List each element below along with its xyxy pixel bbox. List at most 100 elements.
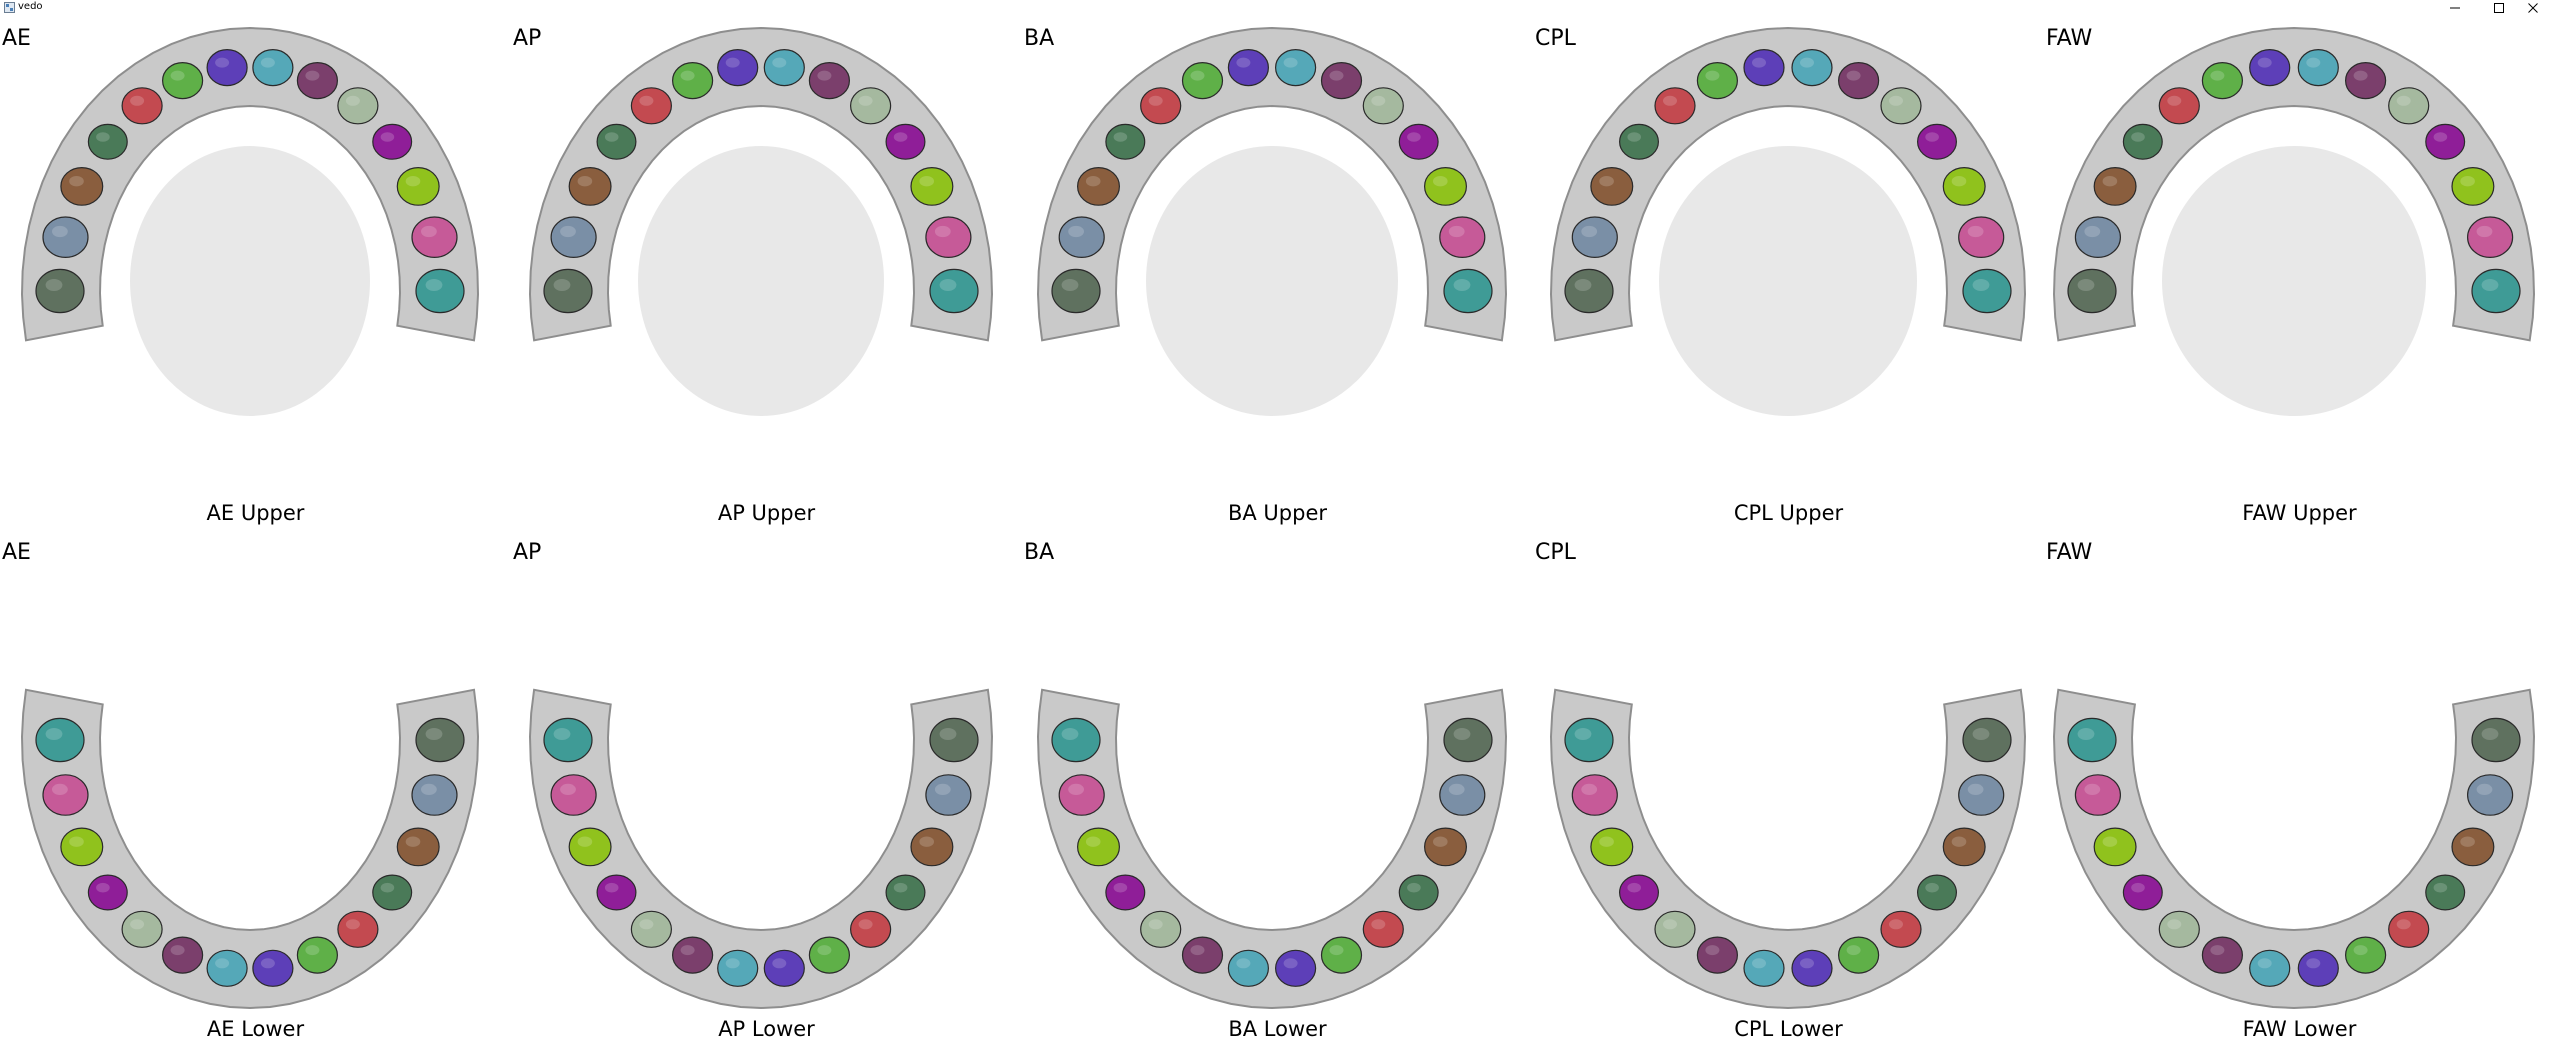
tooth-segment[interactable] <box>1140 87 1182 125</box>
tooth-segment[interactable] <box>2425 874 2466 911</box>
tooth-segment[interactable] <box>206 48 248 87</box>
tooth-segment[interactable] <box>2074 774 2122 816</box>
tooth-segment[interactable] <box>2388 910 2430 948</box>
tooth-segment[interactable] <box>1227 949 1269 987</box>
tooth-segment[interactable] <box>60 166 104 206</box>
tooth-segment[interactable] <box>1076 827 1120 867</box>
tooth-segment[interactable] <box>1590 827 1634 867</box>
tooth-segment[interactable] <box>2093 166 2137 206</box>
panel-cpl-lower[interactable]: CPL CPL Lower <box>1533 530 2044 1044</box>
render-viewport[interactable]: AE AE Upper AP AP Upper BA BA Upper CPL … <box>0 16 2555 1045</box>
tooth-segment[interactable] <box>2297 48 2339 87</box>
tooth-segment[interactable] <box>850 910 892 948</box>
tooth-segment[interactable] <box>672 61 714 100</box>
tooth-segment[interactable] <box>2297 949 2339 987</box>
tooth-segment[interactable] <box>2451 827 2495 867</box>
tooth-segment[interactable] <box>1181 61 1224 100</box>
tooth-segment[interactable] <box>1838 936 1880 974</box>
tooth-segment[interactable] <box>2388 87 2430 125</box>
tooth-segment[interactable] <box>35 717 85 763</box>
tooth-segment[interactable] <box>415 717 465 763</box>
tooth-segment[interactable] <box>596 874 637 911</box>
tooth-segment[interactable] <box>1791 949 1833 987</box>
panel-ba-upper[interactable]: BA BA Upper <box>1022 16 1533 530</box>
tooth-segment[interactable] <box>1105 123 1146 160</box>
tooth-segment[interactable] <box>630 910 672 948</box>
tooth-segment[interactable] <box>910 166 954 206</box>
tooth-segment[interactable] <box>1439 216 1486 259</box>
tooth-segment[interactable] <box>42 216 89 259</box>
tooth-segment[interactable] <box>596 123 637 160</box>
panel-faw-upper[interactable]: FAW FAW Upper <box>2044 16 2555 530</box>
tooth-segment[interactable] <box>850 87 892 125</box>
tooth-segment[interactable] <box>1696 936 1738 974</box>
tooth-segment[interactable] <box>2345 61 2387 100</box>
minimize-button[interactable] <box>2433 0 2477 16</box>
tooth-segment[interactable] <box>415 268 465 314</box>
dental-arch-model[interactable] <box>511 16 1022 506</box>
tooth-segment[interactable] <box>1275 949 1317 987</box>
tooth-segment[interactable] <box>2074 216 2122 259</box>
tooth-segment[interactable] <box>1654 910 1696 948</box>
close-button[interactable] <box>2511 0 2555 16</box>
tooth-segment[interactable] <box>372 123 413 160</box>
tooth-segment[interactable] <box>1227 48 1269 87</box>
tooth-segment[interactable] <box>411 216 458 259</box>
tooth-segment[interactable] <box>162 936 204 974</box>
tooth-segment[interactable] <box>1571 774 1618 816</box>
tooth-segment[interactable] <box>1051 268 1101 314</box>
dental-arch-model[interactable] <box>1533 16 2044 506</box>
tooth-segment[interactable] <box>296 61 338 100</box>
dental-arch-model[interactable] <box>0 530 511 1020</box>
tooth-segment[interactable] <box>1058 216 1105 259</box>
tooth-segment[interactable] <box>252 949 294 987</box>
tooth-segment[interactable] <box>60 827 104 867</box>
tooth-segment[interactable] <box>1880 910 1922 948</box>
tooth-segment[interactable] <box>1105 874 1146 911</box>
panel-faw-lower[interactable]: FAW FAW Lower <box>2044 530 2555 1044</box>
tooth-segment[interactable] <box>925 216 972 259</box>
tooth-segment[interactable] <box>2471 717 2521 763</box>
dental-arch-model[interactable] <box>2044 16 2555 506</box>
tooth-segment[interactable] <box>1362 87 1404 125</box>
dental-arch-model[interactable] <box>2044 530 2555 1020</box>
tooth-segment[interactable] <box>763 949 805 987</box>
tooth-segment[interactable] <box>396 166 440 206</box>
dental-arch-model[interactable] <box>0 16 511 506</box>
tooth-segment[interactable] <box>2067 268 2117 314</box>
tooth-segment[interactable] <box>35 268 85 314</box>
tooth-segment[interactable] <box>925 774 972 816</box>
tooth-segment[interactable] <box>2122 123 2163 160</box>
tooth-segment[interactable] <box>2345 936 2387 974</box>
tooth-segment[interactable] <box>1618 123 1659 160</box>
tooth-segment[interactable] <box>550 774 597 816</box>
tooth-segment[interactable] <box>1564 717 1614 763</box>
tooth-segment[interactable] <box>1791 48 1833 87</box>
tooth-segment[interactable] <box>1275 48 1317 87</box>
panel-ba-lower[interactable]: BA BA Lower <box>1022 530 1533 1044</box>
tooth-segment[interactable] <box>1051 717 1101 763</box>
dental-arch-model[interactable] <box>1533 530 2044 1020</box>
tooth-segment[interactable] <box>396 827 440 867</box>
tooth-segment[interactable] <box>1181 936 1224 974</box>
tooth-segment[interactable] <box>42 774 89 816</box>
tooth-segment[interactable] <box>2158 87 2200 125</box>
tooth-segment[interactable] <box>337 87 379 125</box>
tooth-segment[interactable] <box>1564 268 1614 314</box>
tooth-segment[interactable] <box>910 827 954 867</box>
tooth-segment[interactable] <box>1424 827 1468 867</box>
tooth-segment[interactable] <box>2425 123 2466 160</box>
tooth-segment[interactable] <box>1962 268 2012 314</box>
tooth-segment[interactable] <box>1571 216 1618 259</box>
panel-ae-lower[interactable]: AE AE Lower <box>0 530 511 1044</box>
tooth-segment[interactable] <box>1958 216 2005 259</box>
tooth-segment[interactable] <box>672 936 714 974</box>
tooth-segment[interactable] <box>568 166 612 206</box>
tooth-segment[interactable] <box>2201 61 2243 100</box>
tooth-segment[interactable] <box>121 910 163 948</box>
tooth-segment[interactable] <box>1443 717 1493 763</box>
tooth-segment[interactable] <box>808 61 850 100</box>
tooth-segment[interactable] <box>296 936 338 974</box>
panel-ap-upper[interactable]: AP AP Upper <box>511 16 1022 530</box>
tooth-segment[interactable] <box>1398 123 1439 160</box>
